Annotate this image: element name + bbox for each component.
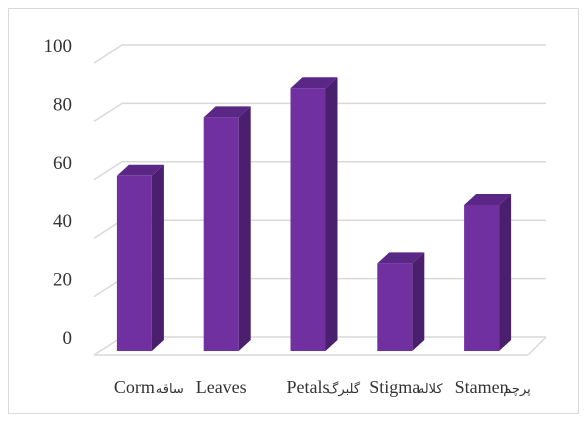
- bar-top: [116, 164, 164, 176]
- x-category-label: Leaves: [196, 377, 247, 397]
- x-category-sublabel: گلبرگ: [327, 380, 361, 397]
- x-category-label: Stigma: [369, 377, 420, 397]
- bar-top: [464, 194, 512, 205]
- bar-top: [377, 252, 425, 264]
- x-category-label: Corm: [114, 377, 155, 397]
- y-tick-label: 40: [53, 211, 72, 232]
- gridline-side: [93, 44, 123, 64]
- bar-front: [464, 205, 500, 351]
- bar-side: [325, 77, 338, 351]
- bar: [203, 106, 251, 352]
- bar-side: [412, 252, 425, 351]
- bar-top: [290, 77, 338, 89]
- bars: [116, 77, 512, 352]
- bar-top: [203, 106, 251, 118]
- bar-front: [377, 263, 413, 351]
- y-tick-label: 100: [44, 36, 73, 57]
- bar: [290, 77, 338, 351]
- bar-front: [116, 175, 152, 351]
- y-tick-label: 80: [53, 94, 72, 115]
- y-tick-label: 20: [53, 270, 72, 291]
- bar: [464, 194, 512, 351]
- bar-front: [290, 88, 326, 351]
- y-axis-ticks: 0 20 40 60 80 100: [44, 36, 73, 349]
- bar-side: [499, 194, 512, 351]
- bar-front: [203, 117, 239, 352]
- floor-right-edge: [527, 336, 547, 356]
- x-category-label: Stamen: [455, 377, 509, 397]
- bar-side: [151, 164, 164, 351]
- y-tick-label: 0: [63, 328, 73, 349]
- gridline-side: [93, 102, 123, 123]
- bar-side: [238, 106, 251, 352]
- x-category-sublabel: کلاله: [418, 382, 444, 397]
- x-category-sublabel: ساقه: [156, 382, 184, 397]
- gridline-side: [93, 161, 123, 181]
- x-category-sublabel: پرچم: [503, 382, 531, 397]
- y-tick-label: 60: [53, 153, 72, 174]
- bar: [377, 252, 425, 351]
- x-category-label: Petals: [287, 377, 330, 397]
- bar: [116, 164, 164, 351]
